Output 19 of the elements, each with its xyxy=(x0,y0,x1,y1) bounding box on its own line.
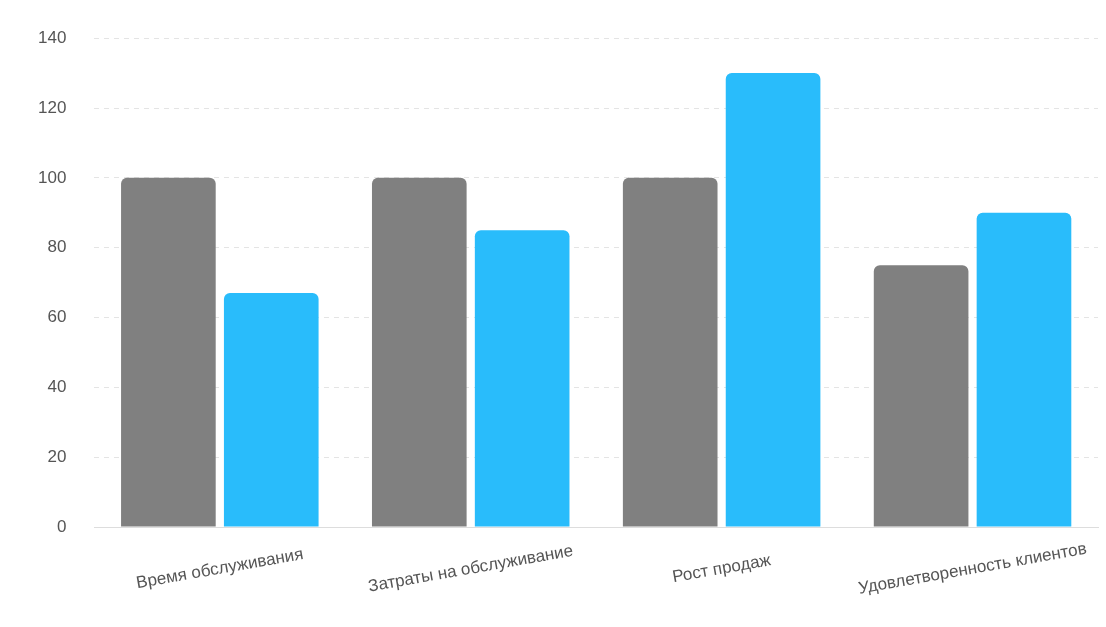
x-tick-label: Затраты на обслуживание xyxy=(366,540,575,596)
x-tick-label: Время обслуживания xyxy=(134,544,305,593)
bar xyxy=(873,265,969,527)
bar xyxy=(371,177,467,527)
bar xyxy=(223,293,319,527)
y-tick-label: 0 xyxy=(56,516,67,536)
y-tick-label: 60 xyxy=(47,307,67,327)
bar xyxy=(725,73,821,527)
bar xyxy=(121,177,216,527)
y-tick-label: 100 xyxy=(37,167,67,187)
x-tick-label: Рост продаж xyxy=(670,550,773,587)
y-tick-label: 20 xyxy=(47,446,67,466)
y-tick-label: 80 xyxy=(47,237,67,257)
bar xyxy=(474,230,570,527)
bar xyxy=(622,177,718,527)
y-tick-label: 40 xyxy=(47,377,67,397)
bar xyxy=(976,212,1072,527)
y-tick-label: 120 xyxy=(37,97,67,117)
y-tick-label: 140 xyxy=(37,27,67,47)
